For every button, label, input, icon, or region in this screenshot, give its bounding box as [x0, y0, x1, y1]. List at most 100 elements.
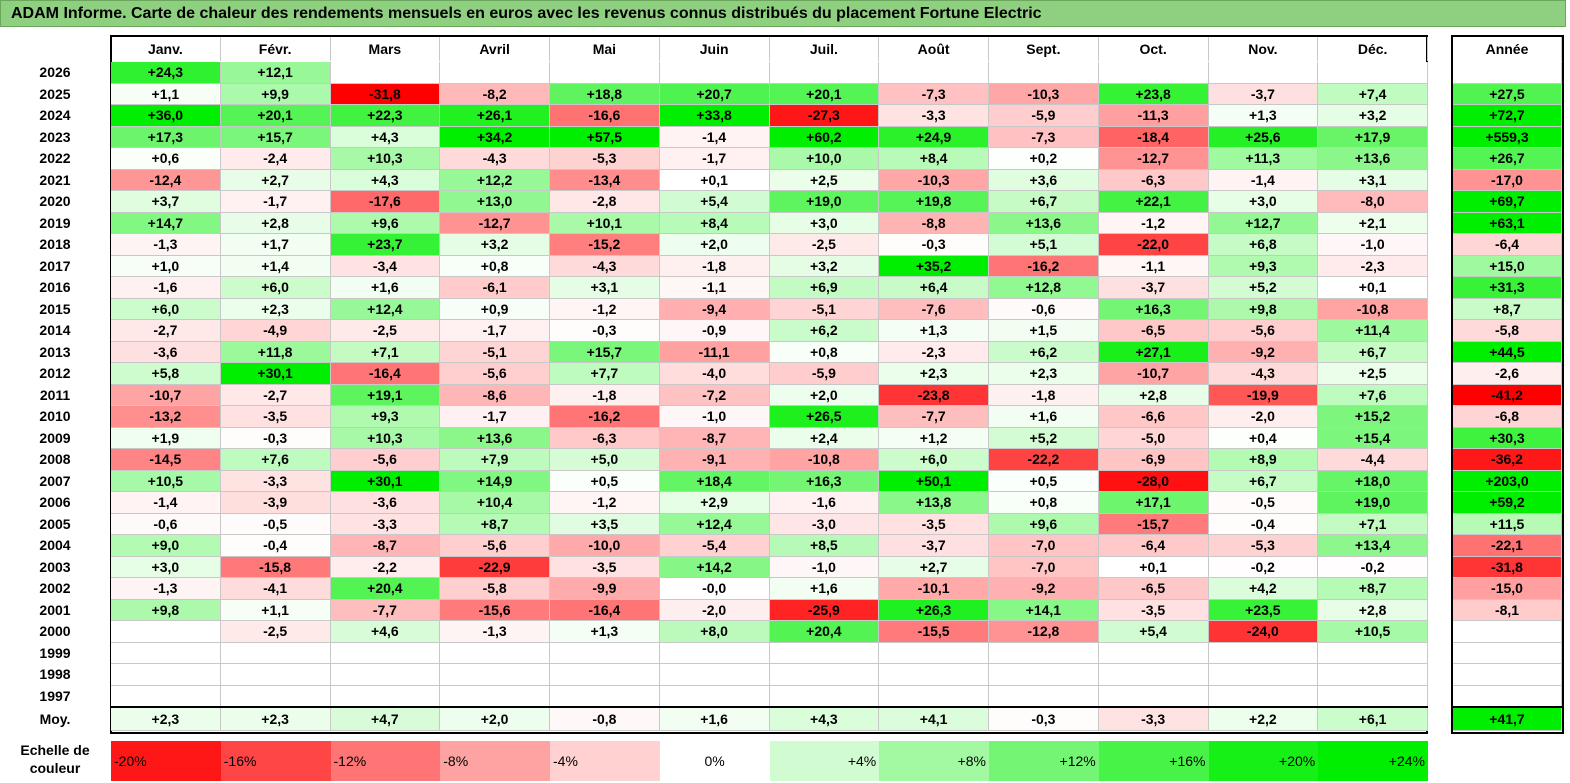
heatmap-cell [440, 62, 550, 84]
heatmap-cell: -0,0 [659, 578, 770, 600]
heatmap-cell: +2,0 [769, 384, 880, 406]
heatmap-cell: -12,7 [1098, 148, 1209, 170]
chart-title: ADAM Informe. Carte de chaleur des rende… [0, 0, 1566, 27]
heatmap-cell: -1,8 [989, 384, 1099, 406]
heatmap-cell: -5,0 [1098, 427, 1209, 449]
annual-cell: +27,5 [1453, 83, 1562, 105]
heatmap-cell: +10,3 [330, 148, 441, 170]
heatmap-cell: +20,7 [659, 83, 770, 105]
heatmap-cell: -1,7 [440, 320, 550, 342]
annual-cell: -22,1 [1453, 535, 1562, 557]
heatmap-cell: -23,8 [879, 384, 989, 406]
heatmap-cell: -5,6 [440, 363, 550, 385]
heatmap-cell: +0,5 [989, 470, 1099, 492]
heatmap-cell [1318, 62, 1428, 84]
heatmap-cell [1318, 664, 1428, 686]
heatmap-cell: +2,3 [989, 363, 1099, 385]
heatmap-cell: +13,6 [1318, 148, 1428, 170]
heatmap-cell: +1,7 [220, 234, 331, 256]
annual-cell: -6,4 [1453, 234, 1562, 256]
heatmap-cell: -15,6 [440, 599, 550, 621]
heatmap-cell: -5,4 [659, 535, 770, 557]
heatmap-cell: +7,9 [440, 449, 550, 471]
heatmap-cell: +2,8 [1318, 599, 1428, 621]
annual-cell: +26,7 [1453, 148, 1562, 170]
heatmap-cell [550, 685, 660, 707]
heatmap-cell: +6,9 [769, 277, 880, 299]
heatmap-cell: -27,3 [769, 105, 880, 127]
heatmap-cell: +2,8 [1098, 384, 1209, 406]
heatmap-cell: +0,8 [989, 492, 1099, 514]
heatmap-cell: +13,8 [879, 492, 989, 514]
heatmap-cell: -1,8 [550, 384, 660, 406]
heatmap-cell: -16,2 [550, 406, 660, 428]
heatmap-cell [769, 685, 880, 707]
heatmap-cell: +2,4 [769, 427, 880, 449]
heatmap-cell: +23,5 [1208, 599, 1319, 621]
month-header: Févr. [221, 37, 331, 61]
heatmap-cell: -15,2 [550, 234, 660, 256]
heatmap-cell: +6,0 [879, 449, 989, 471]
heatmap-cell: -8,0 [1318, 191, 1428, 213]
average-cell: +2,2 [1208, 708, 1319, 731]
heatmap-cell: +6,4 [879, 277, 989, 299]
heatmap-cell: -16,6 [550, 105, 660, 127]
heatmap-cell: -4,9 [220, 320, 331, 342]
heatmap-cell: +12,8 [989, 277, 1099, 299]
month-header: Juil. [770, 37, 880, 61]
heatmap-cell: -3,5 [220, 406, 331, 428]
heatmap-cell: +2,8 [220, 212, 331, 234]
heatmap-cell: +9,8 [1208, 298, 1319, 320]
heatmap-cell: -7,0 [989, 535, 1099, 557]
heatmap-cell: -0,9 [659, 320, 770, 342]
year-label: 2002 [39, 580, 71, 596]
heatmap-cell [111, 642, 221, 664]
heatmap-cell: +22,3 [330, 105, 441, 127]
heatmap-cell: +24,9 [879, 126, 989, 148]
heatmap-cell: +2,3 [879, 363, 989, 385]
heatmap-cell: +16,3 [1098, 298, 1209, 320]
heatmap-cell [769, 642, 880, 664]
heatmap-cell: +14,7 [111, 212, 221, 234]
month-header: Sept. [989, 37, 1099, 61]
heatmap-cell: -7,7 [879, 406, 989, 428]
heatmap-cell: -3,0 [769, 513, 880, 535]
year-label: 2005 [39, 515, 71, 532]
average-cell: +2,3 [111, 708, 221, 731]
heatmap-cell: +57,5 [550, 126, 660, 148]
heatmap-cell: -9,2 [989, 578, 1099, 600]
heatmap-cell: +18,0 [1318, 470, 1428, 492]
heatmap-cell [111, 664, 221, 686]
annual-cell: +30,3 [1453, 427, 1562, 449]
heatmap-cell [769, 664, 880, 686]
heatmap-cell: -2,7 [111, 320, 221, 342]
heatmap-cell: +22,1 [1098, 191, 1209, 213]
heatmap-cell: -12,4 [111, 169, 221, 191]
heatmap-cell: -10,0 [550, 535, 660, 557]
average-label: Moy. [39, 711, 71, 727]
heatmap-cell: -25,9 [769, 599, 880, 621]
color-scale-swatch: -16% [220, 741, 331, 781]
heatmap-cell [1318, 685, 1428, 707]
heatmap-cell: -22,0 [1098, 234, 1209, 256]
heatmap-cell: +2,0 [659, 234, 770, 256]
average-cell: +4,7 [330, 708, 441, 731]
heatmap-cell: -8,2 [440, 83, 550, 105]
annual-cell: +8,7 [1453, 298, 1562, 320]
color-scale-swatch: -20% [111, 741, 221, 781]
heatmap-cell: -0,6 [989, 298, 1099, 320]
heatmap-cell: -6,6 [1098, 406, 1209, 428]
heatmap-cell [1098, 62, 1209, 84]
heatmap-cell: +3,7 [111, 191, 221, 213]
color-scale-label: Echelle de couleur [20, 742, 90, 776]
heatmap-cell: +2,5 [769, 169, 880, 191]
heatmap-cell: +3,6 [989, 169, 1099, 191]
average-annual-cell: +41,7 [1453, 708, 1562, 731]
color-scale-swatch: +4% [769, 741, 880, 781]
heatmap-cell: -2,5 [330, 320, 441, 342]
annual-cell [1453, 621, 1562, 643]
heatmap-cell: -14,5 [111, 449, 221, 471]
year-label: 2003 [39, 558, 71, 575]
heatmap-cell [550, 62, 660, 84]
heatmap-cell: +10,5 [111, 470, 221, 492]
